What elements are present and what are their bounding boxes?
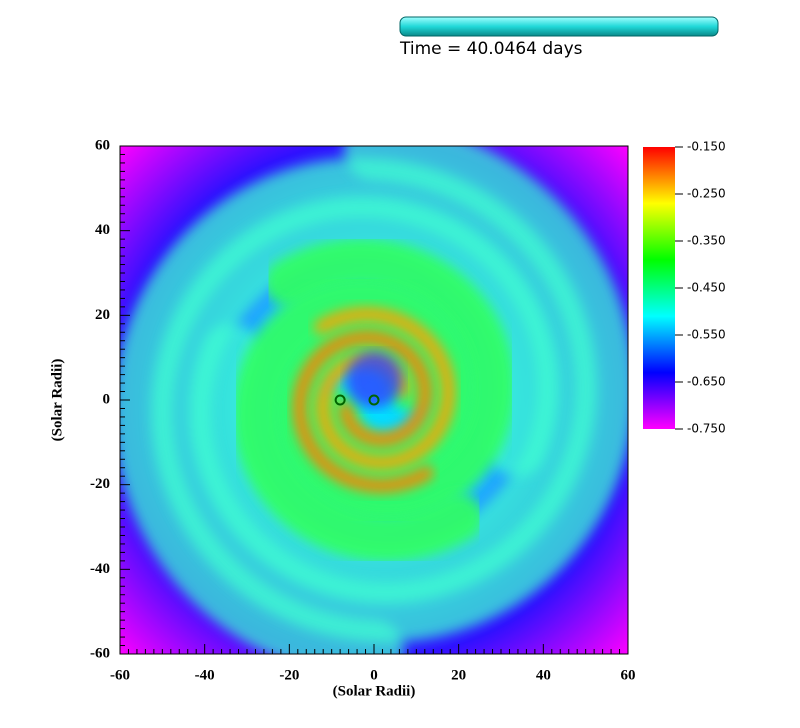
- time-slider: [399, 16, 719, 37]
- x-tick-label: 20: [451, 667, 466, 683]
- y-tick-label: 60: [95, 137, 110, 153]
- field-image: [120, 146, 628, 654]
- x-axis-label: (Solar Radii): [333, 683, 416, 699]
- spiral-band: [151, 146, 628, 642]
- spiral-band: [120, 158, 597, 654]
- colorbar: [643, 147, 675, 429]
- x-tick-label: 60: [621, 667, 636, 683]
- y-tick-label: 0: [103, 391, 111, 407]
- colorbar-tick-label: -0.650: [687, 375, 726, 389]
- spiral-band: [292, 330, 434, 493]
- colorbar-tick-label: -0.250: [687, 187, 726, 201]
- core: [346, 352, 402, 408]
- x-tick-label: 0: [370, 667, 378, 683]
- x-tick-label: -40: [195, 667, 215, 683]
- colorbar-tick-label: -0.750: [687, 422, 726, 436]
- x-tick-label: -20: [279, 667, 299, 683]
- x-tick-label: 40: [536, 667, 551, 683]
- y-tick-label: -20: [90, 476, 110, 492]
- colorbar-tick-label: -0.550: [687, 328, 726, 342]
- y-tick-label: -40: [90, 561, 110, 577]
- y-tick-label: 40: [95, 222, 110, 238]
- colorbar-tick-label: -0.350: [687, 234, 726, 248]
- star-marker: [334, 394, 346, 406]
- time-label: Time = 40.0464 days: [399, 39, 583, 59]
- y-tick-label: 20: [95, 307, 110, 323]
- x-tick-label: -60: [110, 667, 130, 683]
- colorbar-tick-label: -0.150: [687, 140, 726, 154]
- star-marker: [368, 394, 380, 406]
- colorbar-tick-label: -0.450: [687, 281, 726, 295]
- y-axis-label: (Solar Radii): [49, 359, 65, 442]
- y-tick-label: -60: [90, 645, 110, 661]
